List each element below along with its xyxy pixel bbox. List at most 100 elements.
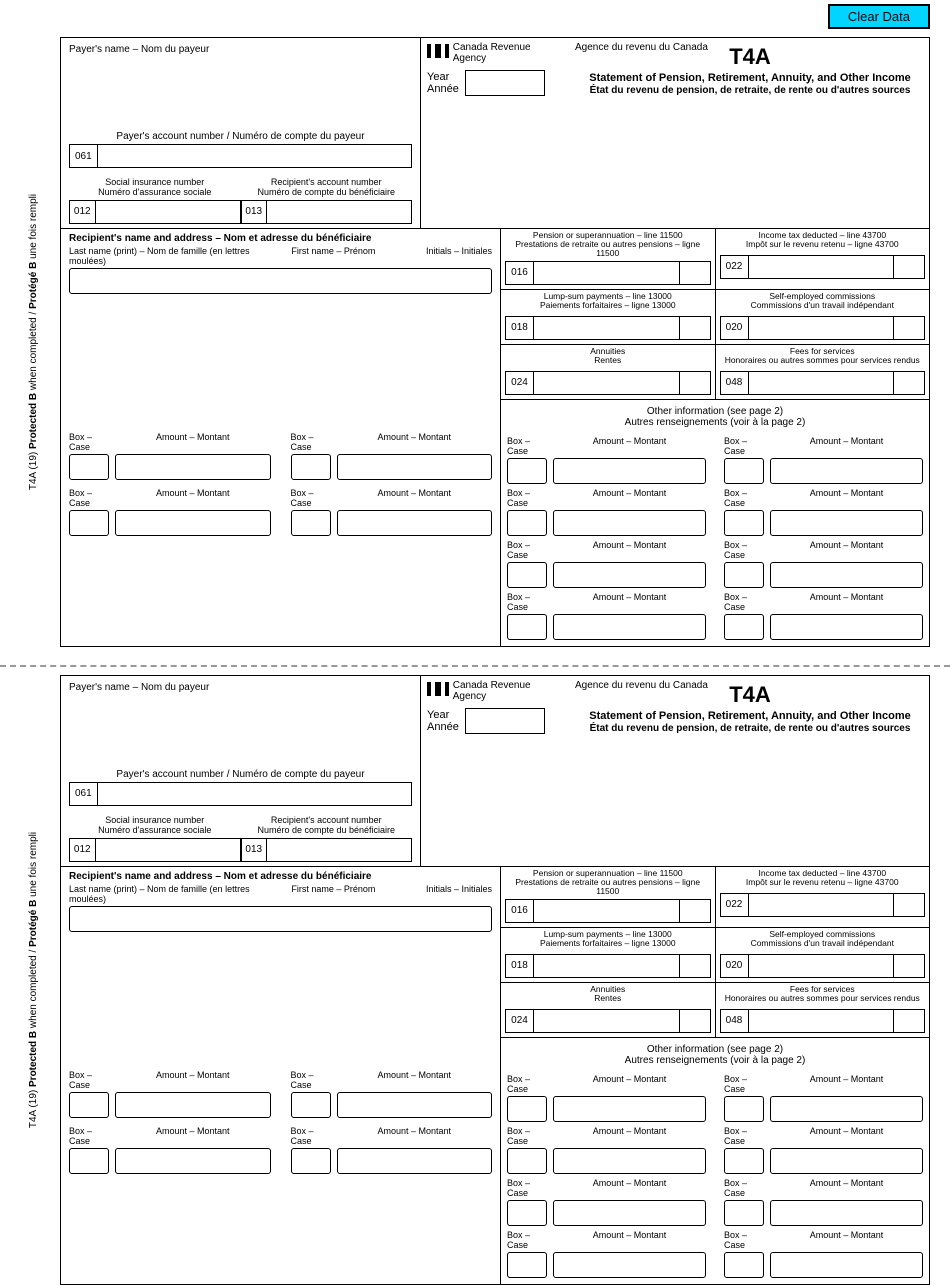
other-amount-input[interactable] xyxy=(115,1148,271,1174)
payer-acct-label: Payer's account number / Numéro de compt… xyxy=(69,131,412,142)
other-amount-input[interactable] xyxy=(770,562,923,588)
other-box-input[interactable] xyxy=(507,1200,547,1226)
other-box-input[interactable] xyxy=(507,510,547,536)
other-amount-input[interactable] xyxy=(115,454,271,480)
other-box-input[interactable] xyxy=(724,1096,764,1122)
other-amount-input[interactable] xyxy=(770,1200,923,1226)
other-amount-input[interactable] xyxy=(115,510,271,536)
year-label: YearAnnée xyxy=(427,709,459,733)
other-amount-input[interactable] xyxy=(553,1148,706,1174)
box-048-input[interactable]: 048 xyxy=(720,371,926,395)
other-box-input[interactable] xyxy=(69,1148,109,1174)
recipient-subheader: Last name (print) – Nom de famille (en l… xyxy=(69,884,492,904)
recipient-header: Recipient's name and address – Nom et ad… xyxy=(69,871,492,882)
other-amount-input[interactable] xyxy=(770,1252,923,1278)
other-amount-input[interactable] xyxy=(337,510,493,536)
side-protected-text: T4A (19) Protected B when completed / Pr… xyxy=(28,832,39,1128)
other-box-input[interactable] xyxy=(507,1148,547,1174)
year-input[interactable] xyxy=(465,70,545,96)
other-amount-input[interactable] xyxy=(115,1092,271,1118)
other-box-input[interactable] xyxy=(507,1252,547,1278)
recipient-subheader: Last name (print) – Nom de famille (en l… xyxy=(69,246,492,266)
other-box-input[interactable] xyxy=(724,1200,764,1226)
other-box-input[interactable] xyxy=(69,1092,109,1118)
other-amount-input[interactable] xyxy=(770,614,923,640)
other-amount-input[interactable] xyxy=(553,1252,706,1278)
other-amount-input[interactable] xyxy=(553,510,706,536)
other-box-input[interactable] xyxy=(69,510,109,536)
other-amount-input[interactable] xyxy=(337,1148,493,1174)
payer-acct-label: Payer's account number / Numéro de compt… xyxy=(69,769,412,780)
other-amount-input[interactable] xyxy=(553,1200,706,1226)
t4a-slip-1: T4A (19) Protected B when completed / Pr… xyxy=(60,37,930,647)
box-048-input[interactable]: 048 xyxy=(720,1009,926,1033)
t4a-slip-2: T4A (19) Protected B when completed / Pr… xyxy=(60,675,930,1285)
other-box-input[interactable] xyxy=(291,1148,331,1174)
form-subtitle-fr: État du revenu de pension, de retraite, … xyxy=(579,723,921,735)
canada-flag-icon xyxy=(427,44,449,58)
agence-label: Agence du revenu du Canada xyxy=(575,42,708,53)
payer-name-input[interactable] xyxy=(69,693,412,763)
other-amount-input[interactable] xyxy=(770,1096,923,1122)
cra-label: Canada Revenue Agency xyxy=(453,680,565,702)
other-box-input[interactable] xyxy=(724,614,764,640)
box-024-input[interactable]: 024 xyxy=(505,1009,711,1033)
box-018-input[interactable]: 018 xyxy=(505,316,711,340)
clear-data-button[interactable]: Clear Data xyxy=(828,4,930,29)
box-020-input[interactable]: 020 xyxy=(720,954,926,978)
recipient-acct-input[interactable]: 013 xyxy=(241,200,413,224)
other-box-input[interactable] xyxy=(724,458,764,484)
other-box-input[interactable] xyxy=(69,454,109,480)
canada-flag-icon xyxy=(427,682,449,696)
side-protected-text: T4A (19) Protected B when completed / Pr… xyxy=(28,194,39,490)
other-box-input[interactable] xyxy=(724,562,764,588)
other-amount-input[interactable] xyxy=(770,1148,923,1174)
recipient-address-input[interactable] xyxy=(69,294,492,424)
form-subtitle-en: Statement of Pension, Retirement, Annuit… xyxy=(579,710,921,723)
other-amount-input[interactable] xyxy=(770,458,923,484)
other-box-input[interactable] xyxy=(507,562,547,588)
box-016-input[interactable]: 016 xyxy=(505,261,711,285)
payer-name-label: Payer's name – Nom du payeur xyxy=(69,44,412,55)
other-box-input[interactable] xyxy=(507,1096,547,1122)
other-box-input[interactable] xyxy=(291,1092,331,1118)
other-box-input[interactable] xyxy=(724,1148,764,1174)
box-024-input[interactable]: 024 xyxy=(505,371,711,395)
other-amount-input[interactable] xyxy=(553,562,706,588)
other-amount-input[interactable] xyxy=(553,1096,706,1122)
sin-input[interactable]: 012 xyxy=(69,838,241,862)
payer-acct-input[interactable]: 061 xyxy=(69,782,412,806)
recipient-address-input[interactable] xyxy=(69,932,492,1062)
form-subtitle-en: Statement of Pension, Retirement, Annuit… xyxy=(579,72,921,85)
year-input[interactable] xyxy=(465,708,545,734)
box-018-input[interactable]: 018 xyxy=(505,954,711,978)
payer-name-label: Payer's name – Nom du payeur xyxy=(69,682,412,693)
box-020-input[interactable]: 020 xyxy=(720,316,926,340)
agence-label: Agence du revenu du Canada xyxy=(575,680,708,691)
recipient-name-input[interactable] xyxy=(69,906,492,932)
tear-line xyxy=(0,665,950,667)
other-info-header: Other information (see page 2)Autres ren… xyxy=(501,1038,929,1070)
other-amount-input[interactable] xyxy=(337,454,493,480)
form-subtitle-fr: État du revenu de pension, de retraite, … xyxy=(579,85,921,97)
other-amount-input[interactable] xyxy=(553,458,706,484)
box-016-input[interactable]: 016 xyxy=(505,899,711,923)
recipient-acct-input[interactable]: 013 xyxy=(241,838,413,862)
other-box-input[interactable] xyxy=(507,458,547,484)
payer-name-input[interactable] xyxy=(69,55,412,125)
recipient-name-input[interactable] xyxy=(69,268,492,294)
other-amount-input[interactable] xyxy=(770,510,923,536)
cra-label: Canada Revenue Agency xyxy=(453,42,565,64)
other-box-input[interactable] xyxy=(724,1252,764,1278)
other-box-input[interactable] xyxy=(291,454,331,480)
other-box-input[interactable] xyxy=(291,510,331,536)
other-amount-input[interactable] xyxy=(553,614,706,640)
sin-input[interactable]: 012 xyxy=(69,200,241,224)
box-022-input[interactable]: 022 xyxy=(720,893,926,917)
other-info-header: Other information (see page 2)Autres ren… xyxy=(501,400,929,432)
other-box-input[interactable] xyxy=(507,614,547,640)
other-amount-input[interactable] xyxy=(337,1092,493,1118)
other-box-input[interactable] xyxy=(724,510,764,536)
box-022-input[interactable]: 022 xyxy=(720,255,926,279)
payer-acct-input[interactable]: 061 xyxy=(69,144,412,168)
